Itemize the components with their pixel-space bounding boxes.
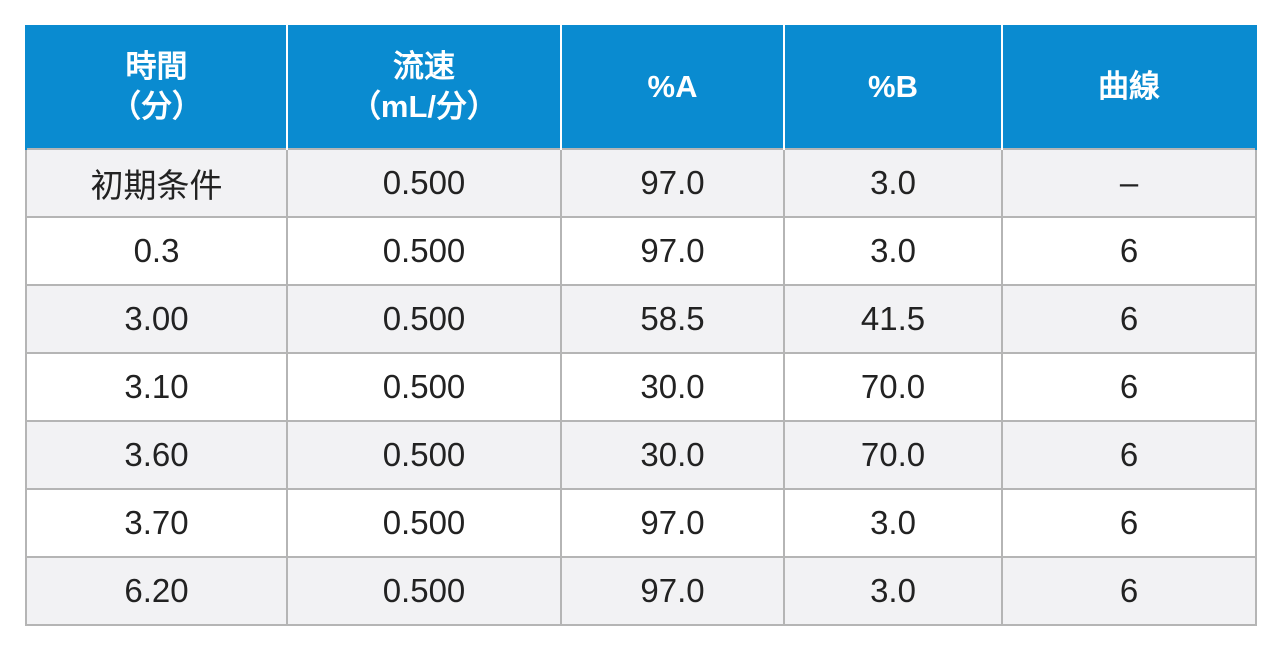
table-cell: 0.500: [286, 488, 562, 558]
table-cell: 6: [1001, 488, 1257, 558]
table-body: 初期条件 0.500 97.0 3.0–0.3 0.500 97.0 3.0 6 3.00 0.5…: [25, 148, 1257, 626]
table-cell: 0.3: [25, 216, 288, 286]
header-cell: %A: [560, 25, 785, 149]
header-text: （mL/分）: [349, 88, 499, 124]
table-cell: 30.0: [560, 420, 785, 490]
table-cell: 30.0: [560, 352, 785, 422]
table-row: 3.00 0.500 58.5 41.5 6: [25, 284, 1257, 354]
header-cell: 時間 （分）: [25, 25, 288, 149]
table-cell: 6: [1001, 420, 1257, 490]
header-text: （分）: [110, 88, 203, 124]
header-text: %A: [647, 68, 698, 104]
table-cell: 6: [1001, 556, 1257, 626]
table-cell: 3.60: [25, 420, 288, 490]
table-cell: 初期条件: [25, 148, 288, 218]
table-cell: 6: [1001, 216, 1257, 286]
table-cell: 0.500: [286, 352, 562, 422]
table-cell: 3.0: [783, 556, 1003, 626]
table-cell: 97.0: [560, 148, 785, 218]
table-cell: 3.0: [783, 488, 1003, 558]
table-cell: 3.70: [25, 488, 288, 558]
table-cell: 58.5: [560, 284, 785, 354]
header-text: 流速: [393, 48, 455, 84]
table-row: 初期条件 0.500 97.0 3.0–: [25, 148, 1257, 218]
header-text: %B: [868, 68, 918, 104]
table-cell: 41.5: [783, 284, 1003, 354]
table-cell: 0.500: [286, 556, 562, 626]
header-cell: %B: [783, 25, 1003, 149]
table-cell: 0.500: [286, 216, 562, 286]
table-cell: 97.0: [560, 216, 785, 286]
header-cell: 曲線: [1001, 25, 1257, 149]
table-cell: 0.500: [286, 148, 562, 218]
table-cell: 3.00: [25, 284, 288, 354]
table-cell: 97.0: [560, 556, 785, 626]
table-cell: 70.0: [783, 352, 1003, 422]
header-text: 時間: [125, 48, 188, 84]
table-row: 0.3 0.500 97.0 3.0 6: [25, 216, 1257, 286]
table-cell: 3.0: [783, 148, 1003, 218]
table-cell: 97.0: [560, 488, 785, 558]
header-row: 時間 （分） 流速 （mL/分） %A %B 曲線: [25, 25, 1257, 149]
table-cell: 70.0: [783, 420, 1003, 490]
table-cell: 0.500: [286, 284, 562, 354]
table-cell: 3.0: [783, 216, 1003, 286]
gradient-table: 時間 （分） 流速 （mL/分） %A %B 曲線 初期条件 0.500 97.0 3.0–0.3…: [25, 25, 1257, 626]
table-cell: 6: [1001, 284, 1257, 354]
table-cell: 0.500: [286, 420, 562, 490]
table-row: 3.70 0.500 97.0 3.0 6: [25, 488, 1257, 558]
header-cell: 流速 （mL/分）: [286, 25, 562, 149]
table-cell: 6: [1001, 352, 1257, 422]
header-text: 曲線: [1098, 68, 1160, 104]
table-cell: 3.10: [25, 352, 288, 422]
table-row: 3.60 0.500 30.0 70.0 6: [25, 420, 1257, 490]
table-cell: –: [1001, 148, 1257, 218]
table-row: 6.20 0.500 97.0 3.0 6: [25, 556, 1257, 626]
table-cell: 6.20: [25, 556, 288, 626]
table-row: 3.10 0.500 30.0 70.0 6: [25, 352, 1257, 422]
